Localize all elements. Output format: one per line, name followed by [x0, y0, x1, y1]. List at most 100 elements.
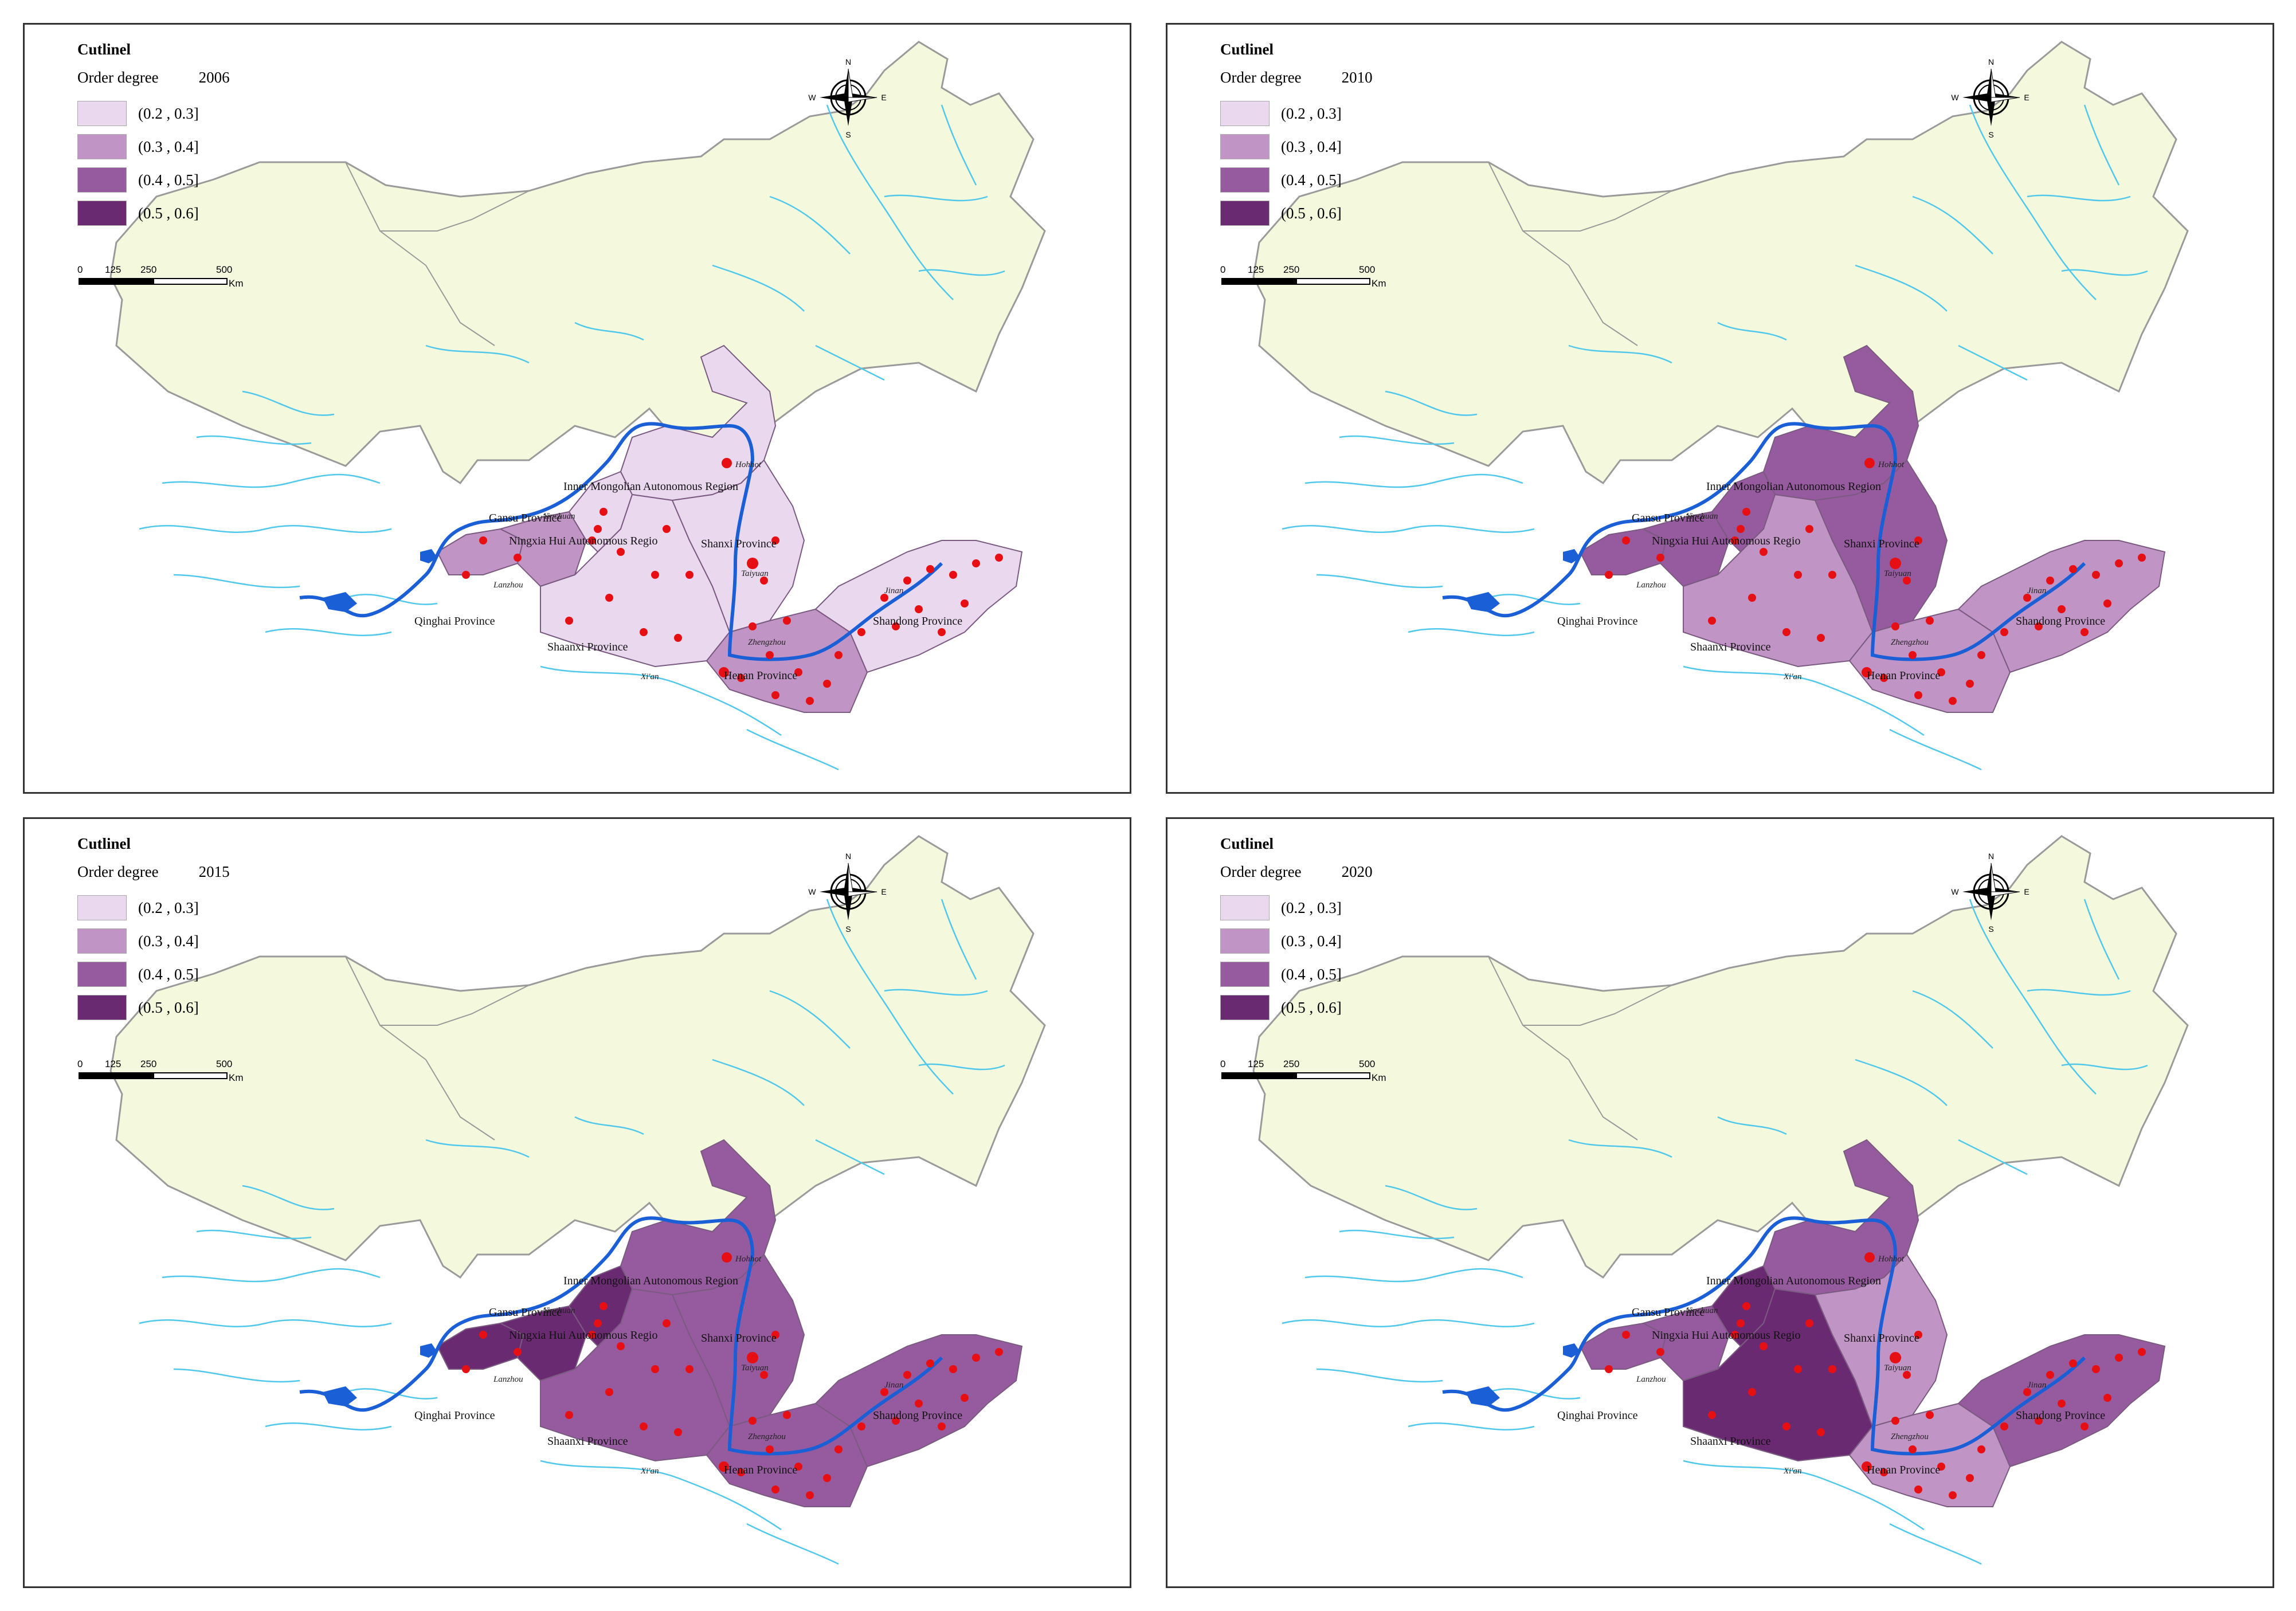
label-qinghai: Qinghai Province	[1557, 615, 1638, 628]
label-shaanxi: Shaanxi Province	[1690, 641, 1771, 653]
north-arrow-icon: N S E W	[1951, 852, 2029, 934]
compass-e: E	[881, 887, 886, 896]
scale-unit: Km	[1372, 1072, 1386, 1083]
label-shandong: Shandong Province	[873, 615, 963, 628]
compass-n: N	[845, 852, 851, 861]
scale-segment-white	[1296, 1072, 1370, 1079]
scale-tick-250: 250	[140, 1059, 157, 1069]
compass-w: W	[1951, 887, 1959, 896]
legend-item: (0.3 , 0.4]	[1220, 924, 1373, 958]
north-arrow-icon: N S E W	[808, 57, 886, 139]
label-shanxi: Shanxi Province	[701, 538, 777, 550]
compass-s: S	[1988, 130, 1993, 139]
map-panel-2015: Cutlinel Order degree 2015 (0.2 , 0.3] (…	[23, 817, 1131, 1588]
city-lanzhou: Lanzhou	[493, 581, 523, 590]
river-network	[1282, 899, 2148, 1565]
compass-n: N	[845, 57, 851, 66]
legend-swatch	[77, 167, 127, 193]
legend-swatch	[77, 995, 127, 1020]
city-taiyuan: Taiyuan	[1884, 1363, 1911, 1373]
basin-map	[1252, 835, 2189, 1565]
legend-swatch	[77, 962, 127, 987]
legend-subtitle: Order degree	[77, 69, 159, 86]
label-shaanxi: Shaanxi Province	[547, 641, 628, 653]
lake-small	[420, 549, 437, 563]
label-ningxia: Ningxia Hui Autonomous Regio	[509, 535, 658, 547]
legend-title: Cutlinel	[77, 41, 131, 58]
north-arrow-icon: N S E W	[808, 852, 886, 934]
label-inner-mongolia: Inner Mongolian Autonomous Region	[1706, 480, 1881, 493]
city-dots	[1605, 458, 2146, 705]
yellow-river	[299, 1216, 943, 1456]
legend-item: (0.4 , 0.5]	[77, 163, 230, 197]
legend-swatch	[1220, 928, 1270, 954]
city-yinchuan: Yinchuan	[1686, 512, 1718, 521]
land-background	[1252, 41, 2189, 485]
scale-unit: Km	[229, 278, 244, 289]
label-henan: Henan Province	[724, 669, 798, 682]
city-yinchuan: Yinchuan	[1686, 1306, 1718, 1315]
lake-qinghai	[1466, 592, 1500, 612]
admin-boundaries	[345, 956, 862, 1232]
label-ningxia: Ningxia Hui Autonomous Regio	[1652, 535, 1801, 547]
label-shanxi: Shanxi Province	[701, 1332, 777, 1345]
label-henan: Henan Province	[724, 1464, 798, 1476]
scale-tick-500: 500	[1359, 1059, 1376, 1069]
map-panel-2020: Cutlinel Order degree 2020 (0.2 , 0.3] (…	[1166, 817, 2274, 1588]
city-zhengzhou: Zhengzhou	[1891, 1432, 1929, 1441]
scale-bar: 0 125 250 500 Km	[77, 1059, 244, 1093]
city-zhengzhou: Zhengzhou	[1891, 638, 1929, 647]
panel-year: 2015	[198, 863, 230, 880]
legend-swatch	[77, 201, 127, 226]
scale-tick-500: 500	[216, 264, 233, 275]
label-shandong: Shandong Province	[2016, 615, 2106, 628]
legend-item: (0.5 , 0.6]	[77, 991, 230, 1024]
legend-swatch	[1220, 895, 1270, 920]
legend-item: (0.5 , 0.6]	[1220, 197, 1373, 230]
city-xian: Xi'an	[641, 1467, 659, 1476]
legend-title: Cutlinel	[1220, 41, 1274, 58]
panel-year: 2006	[198, 69, 230, 86]
admin-boundaries	[345, 162, 862, 438]
label-ningxia: Ningxia Hui Autonomous Regio	[1652, 1329, 1801, 1342]
label-qinghai: Qinghai Province	[1557, 1409, 1638, 1422]
scale-tick-0: 0	[1220, 1059, 1226, 1069]
legend-subtitle: Order degree	[77, 863, 159, 880]
legend-label: (0.2 , 0.3]	[1281, 899, 1342, 916]
scale-tick-250: 250	[140, 264, 157, 275]
label-gansu: Gansu Province	[489, 512, 562, 524]
legend-label: (0.5 , 0.6]	[1281, 204, 1342, 222]
city-lanzhou: Lanzhou	[1636, 581, 1666, 590]
scale-segment-white	[1296, 278, 1370, 285]
lake-qinghai	[323, 1386, 357, 1406]
legend-item: (0.5 , 0.6]	[1220, 991, 1373, 1024]
scale-tick-125: 125	[105, 264, 122, 275]
city-taiyuan: Taiyuan	[1884, 569, 1911, 578]
river-network	[1282, 104, 2148, 771]
city-jinan: Jinan	[884, 1381, 904, 1390]
city-hohhot: Hohhot	[735, 1255, 761, 1264]
region-shanxi	[1814, 459, 1948, 633]
legend-item: (0.2 , 0.3]	[1220, 891, 1373, 924]
city-hohhot: Hohhot	[1878, 460, 1904, 469]
city-yinchuan: Yinchuan	[543, 1306, 575, 1315]
scale-unit: Km	[1372, 278, 1386, 289]
city-hohhot: Hohhot	[735, 460, 761, 469]
scale-segment-black	[1221, 278, 1296, 285]
admin-boundaries	[1488, 956, 2005, 1232]
legend-swatch	[77, 895, 127, 920]
north-arrow-icon: N S E W	[1951, 57, 2029, 139]
legend-label: (0.3 , 0.4]	[138, 932, 199, 950]
label-inner-mongolia: Inner Mongolian Autonomous Region	[563, 480, 738, 493]
legend-item: (0.4 , 0.5]	[77, 958, 230, 991]
city-zhengzhou: Zhengzhou	[748, 1432, 786, 1441]
label-henan: Henan Province	[1867, 1464, 1941, 1476]
map-panel-2006: Cutlinel Order degree 2006 (0.2 , 0.3] (…	[23, 23, 1131, 794]
label-gansu: Gansu Province	[1632, 512, 1705, 524]
legend-item: (0.2 , 0.3]	[77, 891, 230, 924]
city-xian: Xi'an	[1784, 672, 1802, 681]
scale-tick-500: 500	[1359, 264, 1376, 275]
scale-segment-black	[1221, 1072, 1296, 1079]
scale-segment-white	[153, 1072, 228, 1079]
compass-w: W	[1951, 93, 1959, 102]
